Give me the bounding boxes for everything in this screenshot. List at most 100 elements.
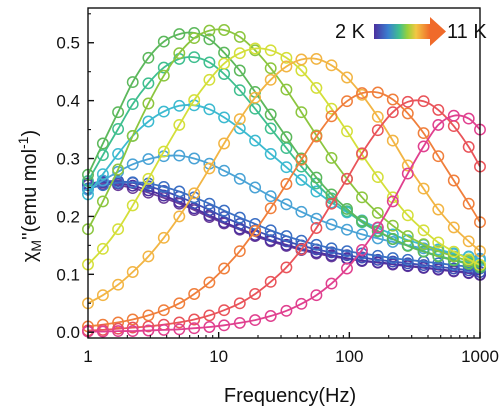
series-3-point (218, 211, 231, 223)
series-12-point (310, 130, 323, 143)
series-8-point (310, 171, 323, 184)
series-13-point (188, 313, 201, 326)
series-14-point (295, 297, 308, 310)
series-11-point (432, 203, 445, 216)
series-10-point (126, 199, 139, 212)
series-4-point (203, 197, 216, 210)
series-9-point (264, 62, 277, 75)
series-10-fit-line (87, 47, 481, 266)
series-10-point (188, 94, 201, 107)
y-tick-label: 0.0 (56, 323, 80, 342)
y-tick-label: 0.3 (56, 150, 80, 169)
series-9-point (280, 83, 293, 96)
axes: 0.0 0.1 0.2 0.3 0.4 0.5 1 10 100 1000 (56, 7, 499, 366)
series-12-point (233, 245, 246, 258)
series-7-point (188, 51, 201, 64)
series-14-point (401, 167, 414, 180)
y-tick-label: 0.1 (56, 265, 80, 284)
y-tick-label: 0.4 (56, 92, 80, 111)
series-12-point (295, 153, 308, 166)
series-9-point (417, 238, 430, 251)
series-14-point (356, 244, 368, 256)
series-13 (82, 95, 486, 337)
series-10-point (233, 47, 246, 60)
series-5-point (295, 205, 308, 218)
series-8-point (280, 131, 293, 144)
series-8-point (112, 106, 125, 119)
series-10-point (157, 145, 170, 158)
series-8-point (203, 33, 216, 46)
series-8-point (264, 108, 277, 121)
series-12-point (417, 127, 430, 140)
series-14-point (462, 112, 475, 125)
x-axis-title: Frequency(Hz) (224, 385, 356, 407)
series-13-point (325, 197, 338, 210)
series-6-point (280, 161, 293, 174)
series-13-point (142, 320, 155, 333)
series-6-point (96, 168, 109, 181)
series-8-point (126, 76, 139, 89)
series-9-point (126, 129, 139, 142)
series-9-fit-line (87, 28, 481, 266)
y-axis-title-chi: χ (19, 251, 41, 262)
series-11-point (325, 59, 338, 72)
series-2 (82, 176, 486, 281)
series-13-point (432, 103, 445, 116)
series-14-point (264, 310, 277, 322)
series-10-point (417, 224, 430, 237)
series-8-point (173, 28, 186, 41)
series-9-point (432, 245, 445, 258)
series-11-point (218, 137, 231, 150)
series-8-point (447, 254, 460, 267)
series-5-point (417, 242, 430, 255)
series-11-point (203, 162, 216, 175)
series-12-point (371, 86, 384, 99)
series-10-point (462, 253, 475, 266)
series-11-point (295, 53, 308, 66)
series-9-point (233, 30, 246, 43)
series-6-point (218, 111, 231, 124)
series-9-point (356, 191, 368, 204)
series-7-point (203, 56, 216, 69)
series-5-point (188, 152, 201, 165)
series-5-point (325, 218, 338, 231)
series-11-point (264, 73, 277, 86)
series-6-point (310, 185, 323, 198)
legend-arrow-icon (430, 17, 446, 46)
series-13-point (264, 275, 277, 288)
series-12-point (401, 107, 414, 120)
series-4-point (173, 185, 186, 198)
series-14-point (432, 118, 445, 131)
series-11-point (233, 113, 246, 126)
series-6-point (264, 147, 277, 160)
series-13-point (280, 261, 293, 274)
series-12-point (386, 93, 399, 106)
series-4-point (233, 211, 246, 224)
y-axis-title-units: ''(emu mol (19, 149, 41, 240)
series-14-point (173, 323, 186, 336)
series-9-point (386, 219, 399, 232)
series-4-point (126, 176, 139, 189)
series-7-point (112, 123, 125, 135)
series-11-point (280, 60, 293, 73)
series-9-point (188, 32, 201, 45)
y-tick-label: 0.5 (56, 34, 80, 53)
series-3-point (325, 246, 338, 259)
series-9-point (203, 24, 216, 37)
series-3-point (233, 217, 246, 230)
series-14-point (249, 314, 262, 327)
series-8-point (341, 202, 353, 215)
series-12-point (447, 174, 460, 187)
series-12-point (325, 110, 338, 123)
series-10-point (173, 118, 186, 131)
series-12-point (203, 276, 216, 289)
series-11-point (341, 71, 353, 84)
series-12-point (249, 224, 262, 237)
series-7-point (142, 77, 155, 90)
series-5-point (126, 158, 139, 171)
series-13-point (310, 222, 323, 234)
series-9-point (325, 151, 338, 164)
series-12-point (432, 150, 445, 163)
series-3-point (447, 262, 460, 275)
